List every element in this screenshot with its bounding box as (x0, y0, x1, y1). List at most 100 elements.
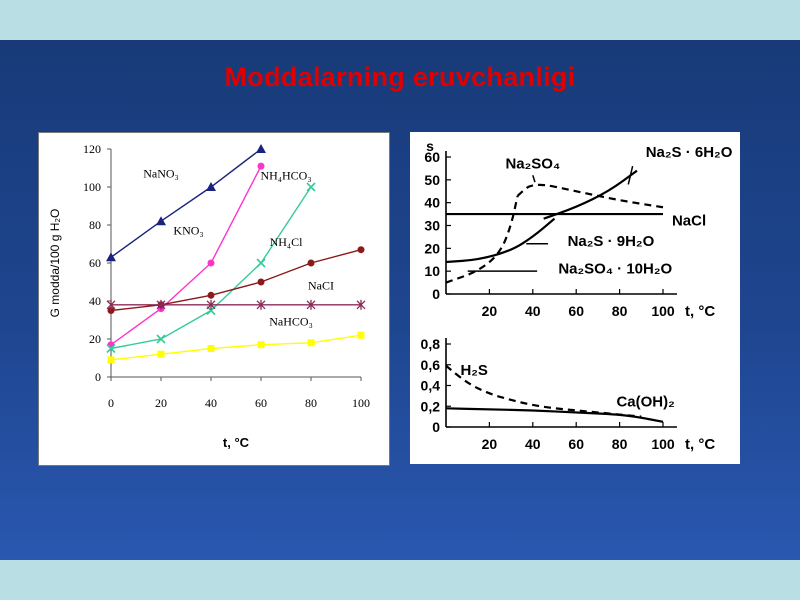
x-tick-label: 20 (482, 303, 498, 319)
series-line (110, 249, 362, 312)
x-tick-label: 20 (155, 396, 167, 410)
data-point-stroke (106, 343, 116, 354)
slide-title: Moddalarning eruvchanligi (224, 62, 576, 92)
data-point (256, 299, 266, 310)
y-tick-label: 0,8 (421, 336, 441, 352)
data-point-stroke (256, 258, 266, 268)
y-tick-label: 0,2 (421, 398, 441, 414)
data-point (307, 339, 315, 347)
data-point (306, 182, 316, 192)
y-axis-label: s (426, 138, 434, 154)
y-tick-label: 20 (424, 240, 440, 256)
y-tick-label: 60 (424, 149, 440, 165)
y-tick-label: 30 (424, 218, 440, 234)
x-tick-label: 40 (525, 436, 541, 452)
series-label: NaCI (308, 279, 334, 293)
data-point (306, 299, 316, 310)
data-point (307, 259, 315, 267)
data-point (106, 252, 116, 262)
data-point-stroke (306, 182, 316, 192)
x-tick-label: 40 (525, 303, 541, 319)
top-band (0, 0, 800, 40)
data-point-stroke (156, 334, 166, 344)
y-tick-label: 50 (424, 172, 440, 188)
x-tick-label: 60 (568, 303, 584, 319)
data-point (206, 182, 216, 191)
y-tick-label: 0,4 (421, 378, 441, 394)
data-point (156, 299, 166, 310)
data-point (356, 299, 366, 310)
series-label: NaCl (672, 213, 706, 230)
series-label: Na₂SO₄ · 10H₂O (558, 260, 672, 277)
series-label: Na₂S · 6H₂O (646, 144, 733, 161)
x-tick-label: 0 (108, 396, 114, 410)
label-leader (627, 165, 634, 185)
series-label: KNO₃ (173, 224, 203, 238)
series-1 (107, 162, 265, 349)
data-point (157, 350, 165, 358)
solubility-chart: 0 20 40 60 80 100 120 0 20 40 60 80 100 t, °C G modda/… (48, 142, 370, 450)
series-line-1-3 (445, 217, 556, 264)
series-label: NaNO₃ (143, 167, 179, 181)
series-label: NH₄Cl (270, 235, 304, 249)
series-label: NH₄HCO₃ (260, 168, 311, 182)
x-tick-label: 100 (651, 303, 675, 319)
x-tick-label: 80 (612, 303, 628, 319)
series-0 (106, 144, 266, 262)
x-tick-label: 20 (482, 436, 498, 452)
series-4 (106, 299, 366, 310)
x-axis-label: t, °C (685, 303, 715, 320)
y-tick-label: 20 (89, 332, 101, 346)
data-point (207, 291, 215, 299)
series-label: Na₂S · 9H₂O (568, 233, 655, 250)
data-point (207, 345, 215, 352)
y-axis-label: G modda/100 g H₂O (48, 209, 62, 318)
data-point (156, 216, 166, 226)
data-point (106, 343, 116, 354)
data-point (106, 299, 116, 310)
x-tick-label: 100 (352, 396, 370, 410)
data-point (156, 334, 166, 344)
bottom-band (0, 560, 800, 600)
series-line-1-4 (445, 195, 519, 284)
y-tick-label: 0 (432, 286, 440, 302)
solubility-curves: 0 10 20 30 40 50 60 20 40 60 80 100 t, °C s Na₂S · 6H₂… (421, 138, 733, 453)
label-leader (532, 175, 536, 183)
series-5 (107, 331, 365, 364)
series-label: Ca(OH)₂ (616, 393, 674, 410)
series-line (110, 165, 262, 346)
series-label: NaHCO₃ (269, 315, 313, 329)
y-tick-label: 80 (89, 218, 101, 232)
series-line (110, 334, 362, 361)
data-point (256, 144, 266, 153)
y-tick-label: 120 (83, 142, 101, 156)
data-point (206, 299, 216, 310)
data-point (107, 307, 115, 314)
x-tick-label: 60 (568, 436, 584, 452)
x-tick-label: 80 (612, 436, 628, 452)
data-point (357, 331, 365, 339)
x-axis-label: t, °C (685, 436, 715, 453)
x-tick-label: 100 (651, 436, 675, 452)
data-point (256, 258, 266, 268)
y-tick-label: 100 (83, 180, 101, 194)
y-tick-label: 0 (432, 419, 440, 435)
series-line (110, 148, 262, 258)
x-tick-label: 40 (205, 396, 217, 410)
series-label: H₂S (460, 362, 488, 379)
data-point (207, 259, 215, 267)
x-tick-label: 60 (255, 396, 267, 410)
data-point (257, 162, 265, 170)
series-2 (106, 182, 316, 354)
x-axis-label: t, °C (223, 435, 250, 450)
x-tick-label: 80 (305, 396, 317, 410)
series-label: Na₂SO₄ (505, 155, 560, 172)
data-point (257, 341, 265, 349)
series-line-2-1 (445, 407, 664, 423)
y-tick-label: 0 (95, 370, 101, 384)
data-point (107, 356, 115, 364)
solubility-curves-panel: 0 10 20 30 40 50 60 20 40 60 80 100 t, °C s Na₂S · 6H₂… (410, 132, 740, 464)
y-tick-label: 60 (89, 256, 101, 270)
series-line-1-1 (516, 183, 664, 209)
data-point (357, 246, 365, 254)
